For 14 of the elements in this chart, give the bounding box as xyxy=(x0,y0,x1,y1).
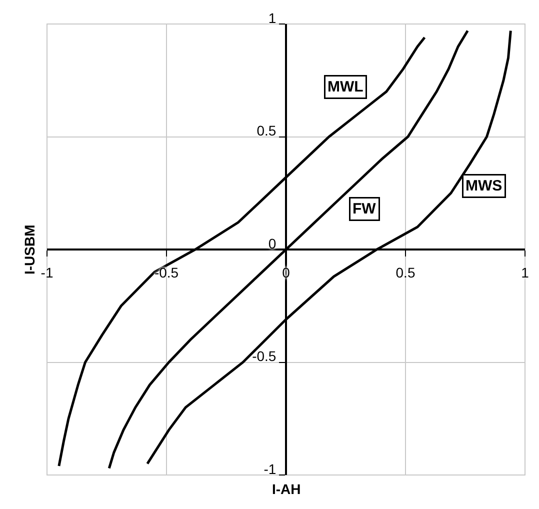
y-tick-label: -1 xyxy=(264,460,276,477)
annotation: MWL xyxy=(328,78,364,96)
annotation: FW xyxy=(352,200,377,218)
x-tick-label: 1 xyxy=(521,264,530,280)
y-tick-label: -0.5 xyxy=(252,348,276,364)
x-tick-label: -0.5 xyxy=(154,264,179,280)
x-tick-label: -1 xyxy=(40,264,54,280)
y-tick-label: 1 xyxy=(268,10,276,26)
y-tick-label: 0 xyxy=(268,235,276,252)
y-axis-title: I-USBM xyxy=(22,224,38,274)
annotation: MWS xyxy=(466,178,502,194)
x-tick-label: 0.5 xyxy=(396,264,416,280)
x-axis-title: I-AH xyxy=(272,481,301,497)
y-tick-label: 0.5 xyxy=(256,122,276,139)
